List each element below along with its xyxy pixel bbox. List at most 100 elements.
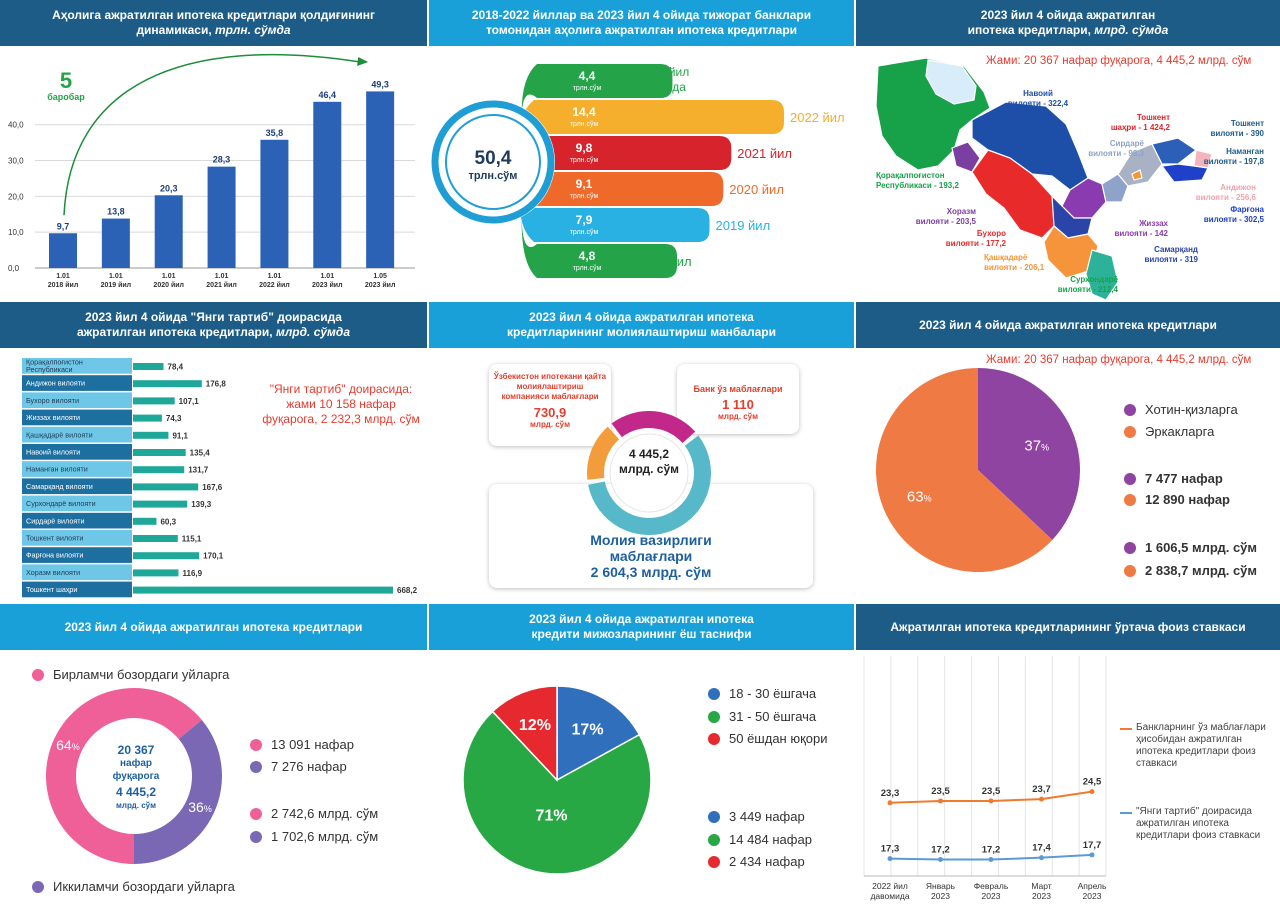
bar [366,91,395,268]
ribbon-bar [520,163,724,206]
region-bar-value: 167,6 [202,483,223,492]
sum-women: 1 606,5 млрд. сўм [1124,540,1257,555]
map-region-name: Қорақалпоғистон [876,171,945,180]
rate-point-label: 23,3 [881,788,900,799]
map-region-value: вилояти - 302,5 [1204,215,1265,224]
x-tick-label: 2023 [1032,891,1051,901]
age-pie-chart: 17% 71% 12% [462,685,652,875]
map-region-name: Навоий [1023,89,1053,98]
ribbon-unit: трлн.сўм [570,228,599,236]
x-tick-label: 2023 йил [365,281,396,289]
x-tick-label: 1.01 [215,273,229,280]
ribbon-value: 4,8 [579,249,596,263]
region-label: Тошкент вилояти [26,534,83,543]
legend-secondary-market: Иккиламчи бозордаги уйларга [32,879,235,894]
x-tick-label: Март [1031,881,1051,891]
map-region-name: Сирдарё [1110,139,1145,148]
panel-title: Ажратилган ипотека кредитларининг ўртача… [856,604,1280,650]
count-age-18-30: 3 449 нафар [708,809,805,824]
region-bar-value: 107,1 [179,397,200,406]
x-tick-label: 1.05 [373,273,387,280]
map-region-name: Тошкент [1137,113,1170,122]
bar [49,233,77,268]
map-region-value: вилояти - 197,8 [1204,157,1265,166]
region-bar-value: 131,7 [188,466,209,475]
sum-primary: 2 742,6 млрд. сўм [250,806,378,821]
region-label-cell [22,409,132,426]
rate-point-label: 17,2 [982,845,1001,856]
panel-funding-sources: 2023 йил 4 ойида ажратилган ипотека креди… [429,302,854,602]
bar [260,139,289,268]
rate-point-label: 17,7 [1083,840,1102,851]
region-bar-value: 668,2 [397,586,418,595]
x-tick-label: 2021 йил [206,281,237,289]
panel-interest-rate: Ажратилган ипотека кредитларининг ўртача… [856,604,1280,907]
x-tick-label: 2018 йил [48,281,79,289]
panel-gender-split: 2023 йил 4 ойида ажратилган ипотека кред… [856,302,1280,602]
legend-dot [708,833,720,846]
map-total-note: Жами: 20 367 нафар фуқарога, 4 445,2 млр… [986,55,1252,67]
region-bar [133,431,169,439]
region-bar-value: 139,3 [191,500,212,509]
region-label-cell [22,358,132,374]
ribbon-bar [521,181,677,278]
region-label: Бухоро вилояти [26,396,79,405]
legend-dot [1124,472,1136,485]
x-tick-label: 2023 [982,891,1001,901]
funding-segment [588,435,711,535]
panel-mortgage-balance: Аҳолига ажратилган ипотека кредитлари қо… [0,0,427,300]
region-bar [133,569,179,577]
rate-point [988,857,994,863]
ribbon-value: 9,8 [576,141,593,155]
rate-point [938,798,943,804]
region-bar-value: 60,3 [160,517,176,526]
legend-dot [250,738,262,751]
ribbon-value: 7,9 [576,213,593,227]
region-label: Хоразм вилояти [26,568,80,577]
map-region-name: Жиззах [1138,219,1168,228]
region-bar [133,397,175,405]
rate-point-label: 24,5 [1083,777,1102,788]
legend-dot [708,687,720,700]
y-tick-label: 30,0 [8,157,24,166]
region-bar [133,517,157,525]
bar [313,101,342,268]
panel-title: 2023 йил 4 ойида ажратилган ипотека креди… [429,604,854,650]
panel-title: 2018-2022 йиллар ва 2023 йил 4 ойида тиж… [429,0,854,46]
count-age-50-plus: 2 434 нафар [708,854,805,869]
map-region-value: вилояти - 322,4 [1008,99,1069,108]
count-men: 12 890 нафар [1124,492,1230,507]
map-region-xorazm [951,141,981,173]
legend-line [1120,812,1132,814]
ribbon-category: 2021 йил [737,146,792,161]
region-label: Фарғона вилояти [26,551,83,560]
age-slice [556,685,641,782]
panel-title: 2023 йил 4 ойида ажратилган ипотека креди… [429,302,854,348]
bar-value-label: 46,4 [319,90,337,100]
x-tick-label: 2020 йил [153,281,184,289]
region-bar [133,380,202,388]
gender-slice-label: 63% [907,488,932,505]
region-label: Андижон вилояти [26,379,85,388]
region-label: Жиззах вилояти [26,413,80,422]
region-label: Сурхондарё вилояти [26,499,96,508]
bar-value-label: 49,3 [371,79,389,89]
region-label-cell [22,512,132,529]
map-region-value: вилояти - 98,3 [1088,149,1144,158]
gender-slice [978,368,1080,540]
legend-dot [708,710,720,723]
x-tick-label: Январь [926,881,956,891]
y-tick-label: 20,0 [8,192,24,201]
ribbon-category: 2019 йил [716,218,771,233]
legend-bank-rate: Банкларнинг ўз маблағлари ҳисобидан ажра… [1120,722,1278,770]
region-bar-value: 115,1 [182,535,202,544]
bar-value-label: 9,7 [57,221,70,231]
box-refinancing: Ўзбекистон ипотекани қайта молиялаштириш… [489,364,611,446]
growth-arrowhead [357,57,369,66]
x-tick-label: 2022 йил [872,881,908,891]
ribbon-category: 2020 йил [729,182,784,197]
x-tick-label: 1.01 [109,273,123,280]
bar [154,195,183,268]
legend-dot [32,668,44,681]
